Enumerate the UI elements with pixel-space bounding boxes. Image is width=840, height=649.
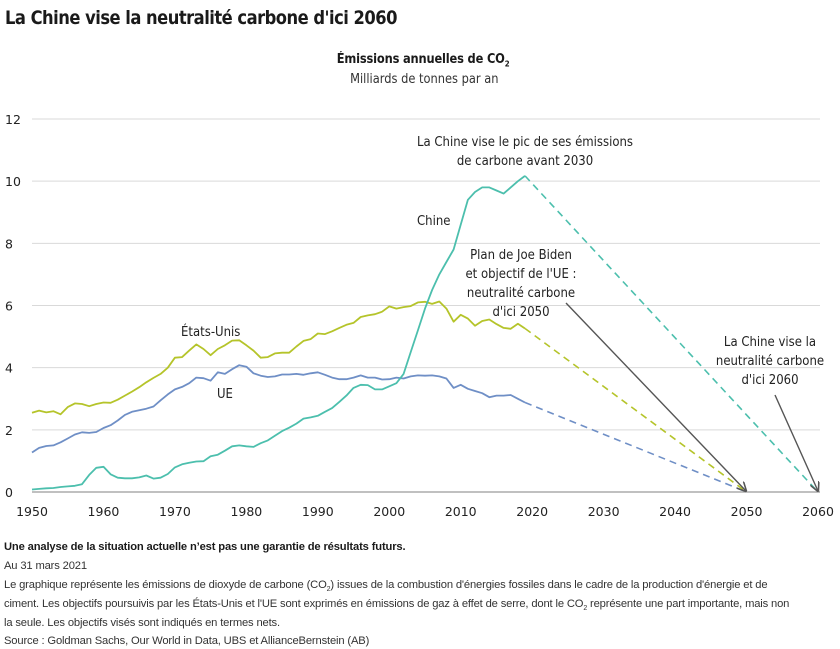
projection-line-ue: [524, 401, 747, 493]
x-tick-label: 2030: [588, 504, 620, 519]
footer-note-line-2: ciment. Les objectifs poursuivis par les…: [4, 598, 789, 612]
y-tick-label: 4: [5, 361, 13, 376]
footer-note-line-2-sub: 2: [583, 605, 588, 613]
series-line-etats_unis: [31, 300, 526, 416]
y-axis-ticks: 0 2 4 6 8 10 12: [5, 112, 21, 500]
emissions-line-chart: 0 2 4 6 8 10 12 1950 1960 1970 1980 1990 2000 2010 20…: [5, 112, 834, 519]
x-tick-label: 1970: [159, 504, 191, 519]
x-tick-label: 2050: [731, 504, 763, 519]
annotation-biden-eu-line-4: d'ici 2050: [492, 304, 549, 319]
arrow-biden-eu-2050: [565, 302, 746, 491]
footer-note-line-1b: ) issues de la combustion d'énergies fos…: [330, 579, 768, 591]
y-tick-label: 12: [5, 112, 21, 127]
y-tick-label: 8: [5, 236, 13, 251]
x-tick-label: 2000: [373, 504, 405, 519]
annotation-biden-eu-line-1: Plan de Joe Biden: [470, 247, 572, 262]
x-tick-label: 2040: [659, 504, 691, 519]
page-title: La Chine vise la neutralité carbone d'ic…: [5, 7, 397, 29]
annotation-biden-eu-line-3: neutralité carbone: [467, 285, 575, 300]
footer-note-line-1-sub: 2: [326, 586, 331, 594]
series-label-chine: Chine: [417, 213, 450, 228]
y-tick-label: 2: [5, 423, 13, 438]
annotations: La Chine vise le pic de ses émissions de…: [417, 134, 824, 387]
chart-title-text: Émissions annuelles de CO: [336, 52, 505, 67]
series-line-ue: [31, 364, 526, 454]
footer-note-line-2a: ciment. Les objectifs poursuivis par les…: [4, 598, 584, 610]
arrow-china-2060: [774, 394, 818, 491]
series-label-etats-unis: États-Unis: [181, 323, 240, 339]
x-tick-label: 2020: [516, 504, 548, 519]
projection-line-etats_unis: [524, 327, 748, 493]
annotation-china-2060-line-3: d'ici 2060: [741, 372, 798, 387]
y-tick-label: 0: [5, 485, 13, 500]
annotation-china-2060-line-1: La Chine vise la: [724, 334, 816, 349]
footer-date: Au 31 mars 2021: [4, 560, 87, 572]
chart-title: Émissions annuelles de CO2: [337, 52, 510, 69]
chart-title-subscript: 2: [504, 59, 510, 69]
y-tick-label: 10: [5, 174, 21, 189]
x-tick-label: 1990: [302, 504, 334, 519]
footer-note-line-1a: Le graphique représente les émissions de…: [4, 579, 327, 591]
x-axis-ticks: 1950 1960 1970 1980 1990 2000 2010 2020 2030 2040…: [16, 504, 834, 519]
footer-note-line-1: Le graphique représente les émissions de…: [4, 579, 768, 594]
series-lines: [31, 175, 819, 493]
series-labels: États-Unis UE Chine: [181, 213, 450, 401]
series-line-chine: [31, 175, 526, 491]
y-tick-label: 6: [5, 299, 13, 314]
annotation-arrows: [565, 302, 818, 491]
x-tick-label: 2010: [445, 504, 477, 519]
footer-source: Source : Goldman Sachs, Our World in Dat…: [4, 635, 370, 647]
footer-disclaimer: Une analyse de la situation actuelle n’e…: [4, 541, 406, 553]
x-tick-label: 1960: [88, 504, 120, 519]
series-label-ue: UE: [217, 386, 233, 401]
footer-note-line-2b: représente une part importante, mais non: [587, 598, 790, 610]
annotation-peak-line-2: de carbone avant 2030: [457, 153, 593, 168]
footer-note-line-3: la seule. Les objectifs visés sont indiq…: [4, 617, 280, 629]
annotation-biden-eu-line-2: et objectif de l'UE :: [465, 266, 576, 281]
x-tick-label: 1980: [230, 504, 262, 519]
x-tick-label: 1950: [16, 504, 48, 519]
annotation-china-2060-line-2: neutralité carbone: [716, 353, 824, 368]
x-tick-label: 2060: [802, 504, 834, 519]
chart-units-label: Milliards de tonnes par an: [349, 72, 499, 87]
annotation-peak-line-1: La Chine vise le pic de ses émissions: [417, 134, 633, 149]
